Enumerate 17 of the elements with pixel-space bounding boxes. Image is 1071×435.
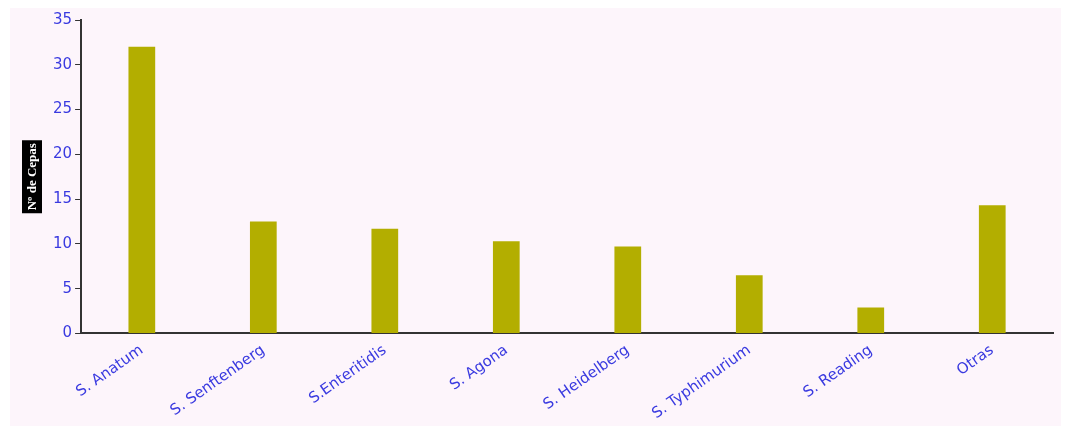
bar	[735, 275, 763, 333]
y-axis-title: Nº de Cepas	[24, 143, 40, 211]
y-tick-label: 20	[52, 144, 73, 163]
y-tick-label: 15	[52, 188, 73, 207]
bar	[614, 246, 642, 333]
bar	[857, 307, 885, 333]
bar	[249, 221, 277, 333]
y-tick-label: 35	[52, 9, 73, 28]
y-tick-label: 10	[52, 233, 73, 252]
bar	[128, 46, 156, 333]
y-tick-label: 25	[52, 99, 73, 118]
y-tick-label: 30	[52, 54, 73, 73]
y-tick-label: 0	[62, 323, 73, 342]
bar	[492, 241, 520, 333]
bar	[978, 205, 1006, 333]
bar	[371, 228, 399, 333]
y-tick-label: 5	[62, 278, 73, 297]
